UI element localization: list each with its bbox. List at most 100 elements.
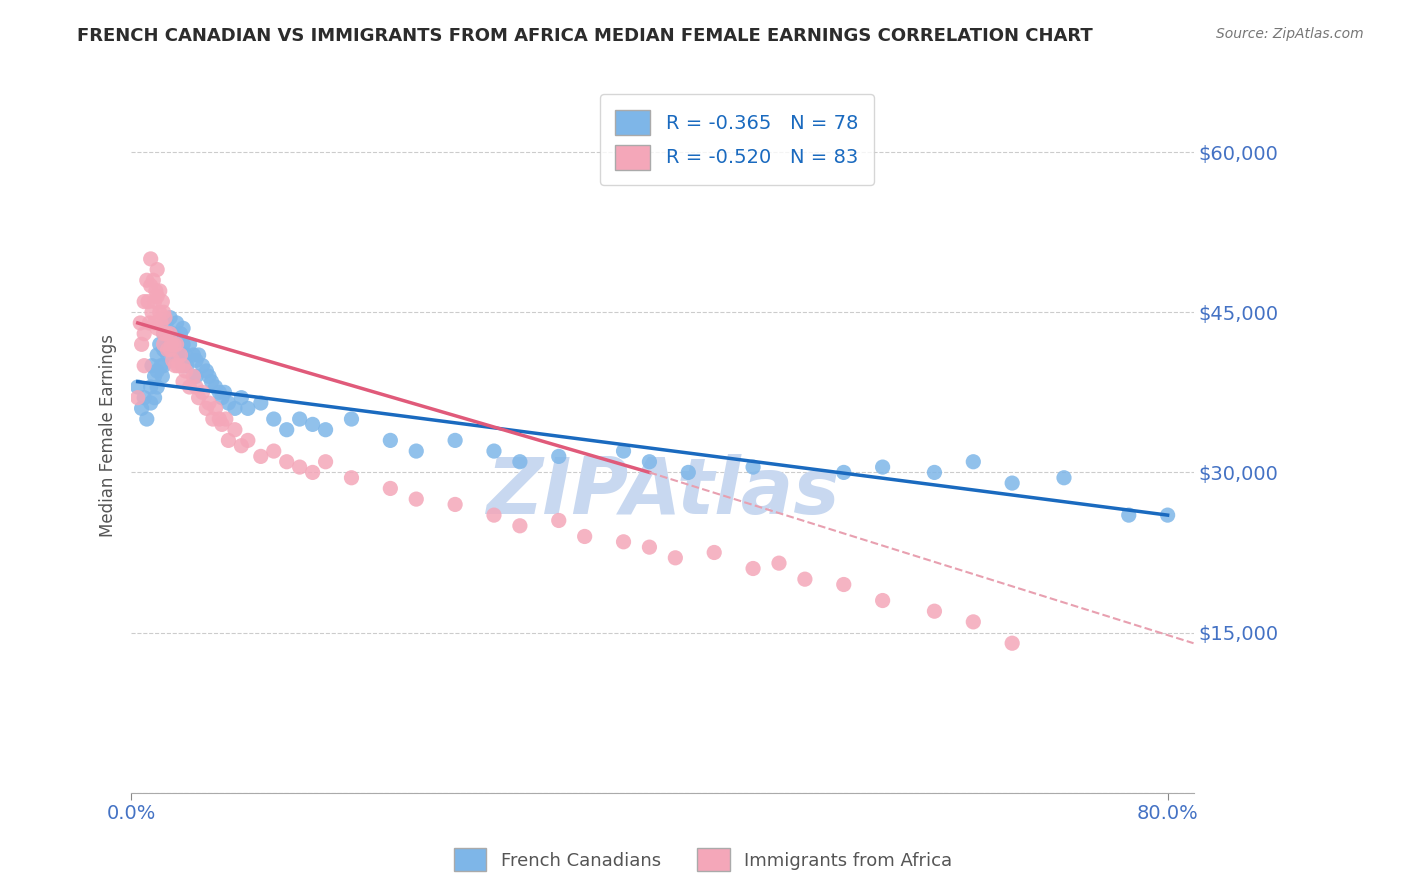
Point xyxy=(159,343,181,357)
Point xyxy=(165,359,187,373)
Point xyxy=(162,326,184,341)
Point xyxy=(167,348,190,362)
Point xyxy=(155,326,177,341)
Point xyxy=(142,273,165,287)
Point xyxy=(1118,508,1140,522)
Point xyxy=(156,326,179,341)
Point xyxy=(134,326,156,341)
Point xyxy=(187,348,209,362)
Point xyxy=(136,294,159,309)
Point xyxy=(301,466,323,480)
Point xyxy=(174,364,197,378)
Point xyxy=(172,337,194,351)
Point xyxy=(143,316,166,330)
Point xyxy=(224,423,246,437)
Point xyxy=(169,326,191,341)
Point xyxy=(1001,476,1024,491)
Point xyxy=(703,545,725,559)
Point xyxy=(612,534,634,549)
Point xyxy=(146,348,169,362)
Point xyxy=(444,498,467,512)
Point xyxy=(149,337,172,351)
Point xyxy=(768,556,790,570)
Y-axis label: Median Female Earnings: Median Female Earnings xyxy=(100,334,117,537)
Point xyxy=(139,396,162,410)
Point xyxy=(146,262,169,277)
Point xyxy=(149,284,172,298)
Point xyxy=(224,401,246,416)
Point xyxy=(638,455,661,469)
Point xyxy=(195,364,218,378)
Point xyxy=(832,466,855,480)
Point xyxy=(138,316,160,330)
Text: Source: ZipAtlas.com: Source: ZipAtlas.com xyxy=(1216,27,1364,41)
Point xyxy=(217,396,239,410)
Point xyxy=(184,353,207,368)
Point xyxy=(139,278,162,293)
Point xyxy=(638,540,661,554)
Point xyxy=(340,471,363,485)
Point xyxy=(211,417,233,432)
Point xyxy=(155,316,177,330)
Point xyxy=(131,401,153,416)
Point xyxy=(135,273,157,287)
Point xyxy=(1053,471,1076,485)
Point xyxy=(315,423,337,437)
Point xyxy=(612,444,634,458)
Point xyxy=(236,434,259,448)
Point xyxy=(163,337,186,351)
Point xyxy=(204,380,226,394)
Legend: French Canadians, Immigrants from Africa: French Canadians, Immigrants from Africa xyxy=(447,841,959,879)
Point xyxy=(547,450,569,464)
Point xyxy=(315,455,337,469)
Point xyxy=(276,423,298,437)
Text: ZIPAtlas: ZIPAtlas xyxy=(485,454,839,530)
Point xyxy=(143,369,166,384)
Point xyxy=(263,412,285,426)
Point xyxy=(263,444,285,458)
Point xyxy=(793,572,815,586)
Point xyxy=(574,529,596,543)
Point xyxy=(146,289,169,303)
Point xyxy=(962,455,984,469)
Point xyxy=(187,391,209,405)
Point xyxy=(340,412,363,426)
Point xyxy=(482,508,505,522)
Point xyxy=(127,391,149,405)
Point xyxy=(288,460,311,475)
Point xyxy=(153,310,176,325)
Point xyxy=(160,337,183,351)
Point xyxy=(141,359,163,373)
Point xyxy=(150,359,173,373)
Point xyxy=(152,337,174,351)
Point xyxy=(166,337,188,351)
Point xyxy=(159,343,181,357)
Point xyxy=(152,359,174,373)
Point xyxy=(134,294,156,309)
Point xyxy=(191,385,214,400)
Point xyxy=(276,455,298,469)
Point xyxy=(166,332,188,346)
Point xyxy=(249,396,271,410)
Point xyxy=(742,561,765,575)
Point xyxy=(150,316,173,330)
Point xyxy=(146,380,169,394)
Point xyxy=(127,380,149,394)
Point xyxy=(288,412,311,426)
Legend: R = -0.365   N = 78, R = -0.520   N = 83: R = -0.365 N = 78, R = -0.520 N = 83 xyxy=(600,95,873,186)
Point xyxy=(129,316,152,330)
Point xyxy=(167,359,190,373)
Point xyxy=(195,401,218,416)
Point xyxy=(924,466,946,480)
Point xyxy=(482,444,505,458)
Point xyxy=(200,375,222,389)
Point xyxy=(152,326,174,341)
Point xyxy=(172,375,194,389)
Point xyxy=(236,401,259,416)
Point xyxy=(131,337,153,351)
Point xyxy=(156,343,179,357)
Point xyxy=(201,412,224,426)
Point xyxy=(208,412,231,426)
Point xyxy=(152,305,174,319)
Point xyxy=(301,417,323,432)
